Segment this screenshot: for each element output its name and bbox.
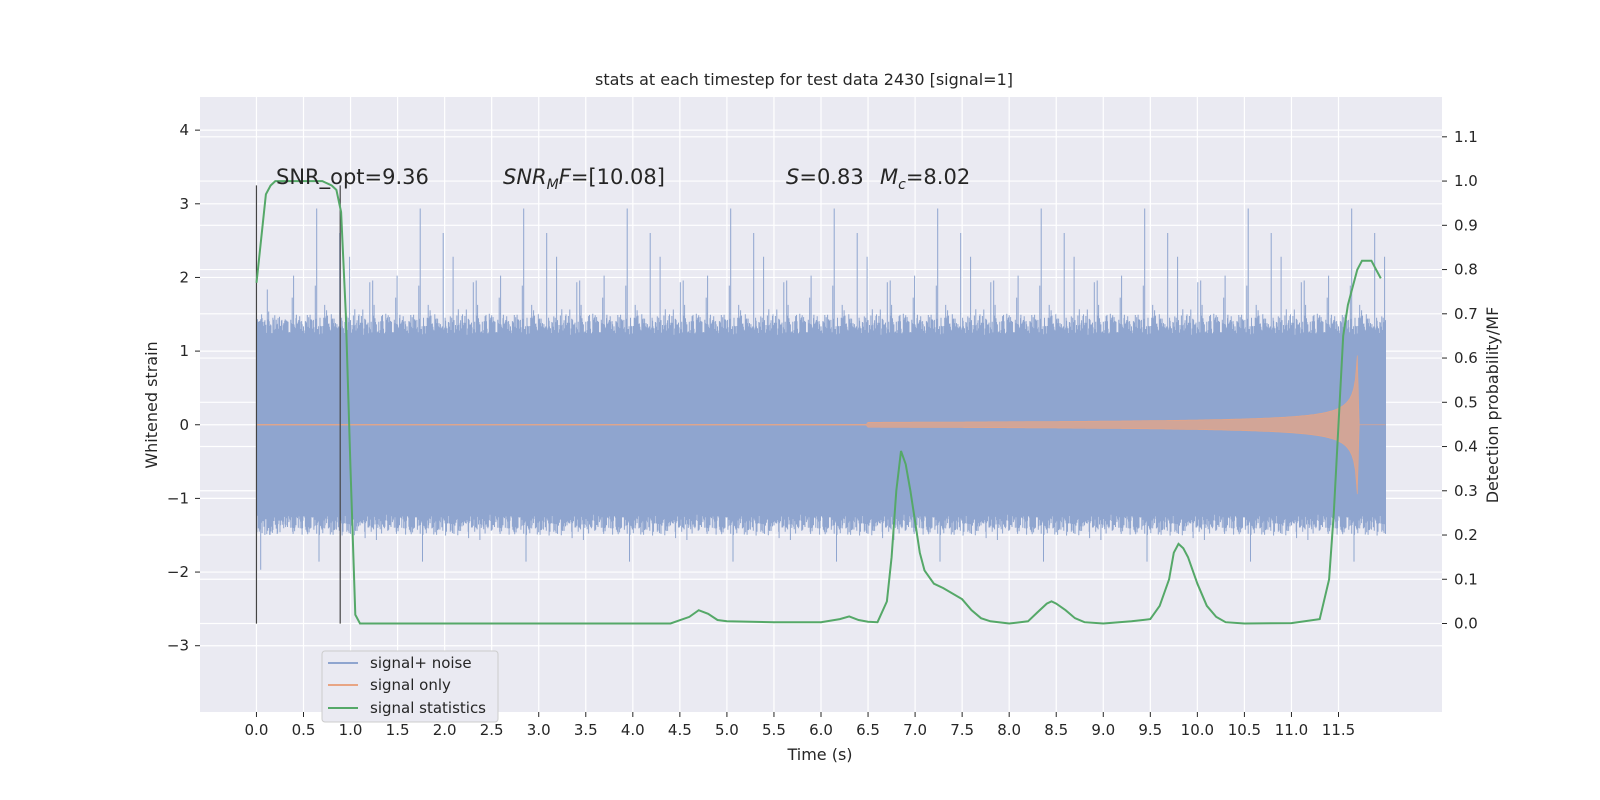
y2-tick-label: 0.1 [1454, 570, 1478, 588]
y-axis-label: Whitened strain [142, 341, 161, 468]
x-tick-label: 9.5 [1138, 721, 1162, 739]
signal-only-series [256, 355, 1386, 495]
y-tick-label: 1 [179, 342, 189, 360]
y-tick-label: 2 [179, 268, 189, 286]
y-tick-label: 4 [179, 121, 189, 139]
x-tick-label: 0.5 [292, 721, 316, 739]
data-layer [255, 180, 1386, 625]
y2-tick-label: 0.7 [1454, 305, 1478, 323]
y2-tick-label: 0.2 [1454, 526, 1478, 544]
y-tick-label: −2 [167, 563, 189, 581]
y-tick-label: 3 [179, 195, 189, 213]
x-tick-label: 8.5 [1044, 721, 1068, 739]
s-main: S [786, 165, 799, 189]
y2-tick-label: 0.9 [1454, 216, 1478, 234]
x-tick-label: 3.0 [527, 721, 551, 739]
mc-main: M [880, 165, 898, 189]
y2-tick-label: 0.5 [1454, 393, 1478, 411]
mc-annotation: Mc=8.02 [880, 165, 970, 193]
legend-box [321, 650, 499, 723]
legend-label-signal-only: signal only [370, 676, 451, 694]
x-tick-label: 4.0 [621, 721, 645, 739]
chart-title: stats at each timestep for test data 243… [595, 70, 1013, 89]
x-tick-label: 10.5 [1228, 721, 1261, 739]
legend-label-signal-statistics: signal statistics [370, 699, 486, 717]
y-tick-label: −1 [167, 489, 189, 507]
legend: signal+ noise signal only signal statist… [321, 650, 499, 723]
y2-tick-label: 0.3 [1454, 482, 1478, 500]
y2-tick-label: 0.6 [1454, 349, 1478, 367]
x-tick-label: 5.5 [762, 721, 786, 739]
x-tick-label: 7.0 [903, 721, 927, 739]
y2-axis-label: Detection probability/MF [1483, 307, 1502, 504]
x-axis-label: Time (s) [786, 745, 852, 764]
annotations: SNR_opt=9.36 SNRMF=[10.08] S=0.83 Mc=8.0… [276, 165, 970, 193]
legend-label-signal-plus-noise: signal+ noise [370, 654, 472, 672]
x-tick-label: 1.5 [386, 721, 410, 739]
x-tick-label: 11.0 [1275, 721, 1308, 739]
mc-tail: =8.02 [906, 165, 970, 189]
y-tick-label: 0 [179, 416, 189, 434]
snr-mf-tail-f: F [559, 165, 572, 189]
snr-mf-main: SNR [503, 165, 547, 189]
snr-opt-annotation: SNR_opt=9.36 [276, 165, 429, 190]
x-tick-label: 9.0 [1091, 721, 1115, 739]
x-axis-ticks: 0.0 0.5 1.0 1.5 2.0 2.5 3.0 3.5 4.0 4.5 5.0 5.5 6.0 6… [245, 712, 1355, 739]
y2-axis-ticks: 0.0 0.1 0.2 0.3 0.4 0.5 0.6 0.7 0.8 0.9 1.0 1.1 [1442, 128, 1478, 633]
mc-sub: c [898, 177, 906, 193]
y2-tick-label: 0.8 [1454, 261, 1478, 279]
snr-mf-tail: =[10.08] [571, 165, 665, 189]
x-tick-label: 4.5 [668, 721, 692, 739]
y-tick-label: −3 [167, 637, 189, 655]
y2-tick-label: 1.1 [1454, 128, 1478, 146]
x-tick-label: 0.0 [245, 721, 269, 739]
x-tick-label: 5.0 [715, 721, 739, 739]
y2-tick-label: 1.0 [1454, 172, 1478, 190]
snr-mf-annotation: SNRMF=[10.08] [503, 165, 665, 193]
x-tick-label: 8.0 [997, 721, 1021, 739]
x-tick-label: 10.0 [1181, 721, 1214, 739]
x-tick-label: 6.0 [809, 721, 833, 739]
y2-tick-label: 0.0 [1454, 615, 1478, 633]
x-tick-label: 7.5 [950, 721, 974, 739]
y-axis-ticks: −3 −2 −1 0 1 2 3 4 [167, 121, 200, 655]
signal-statistics-series [255, 180, 1382, 625]
x-tick-label: 11.5 [1322, 721, 1355, 739]
x-tick-label: 6.5 [856, 721, 880, 739]
snr-mf-sub: M [547, 177, 559, 193]
s-annotation: S=0.83 [786, 165, 864, 189]
s-tail: =0.83 [799, 165, 863, 189]
x-tick-label: 2.0 [433, 721, 457, 739]
x-tick-label: 1.0 [339, 721, 363, 739]
y2-tick-label: 0.4 [1454, 438, 1478, 456]
x-tick-label: 3.5 [574, 721, 598, 739]
x-tick-label: 2.5 [480, 721, 504, 739]
